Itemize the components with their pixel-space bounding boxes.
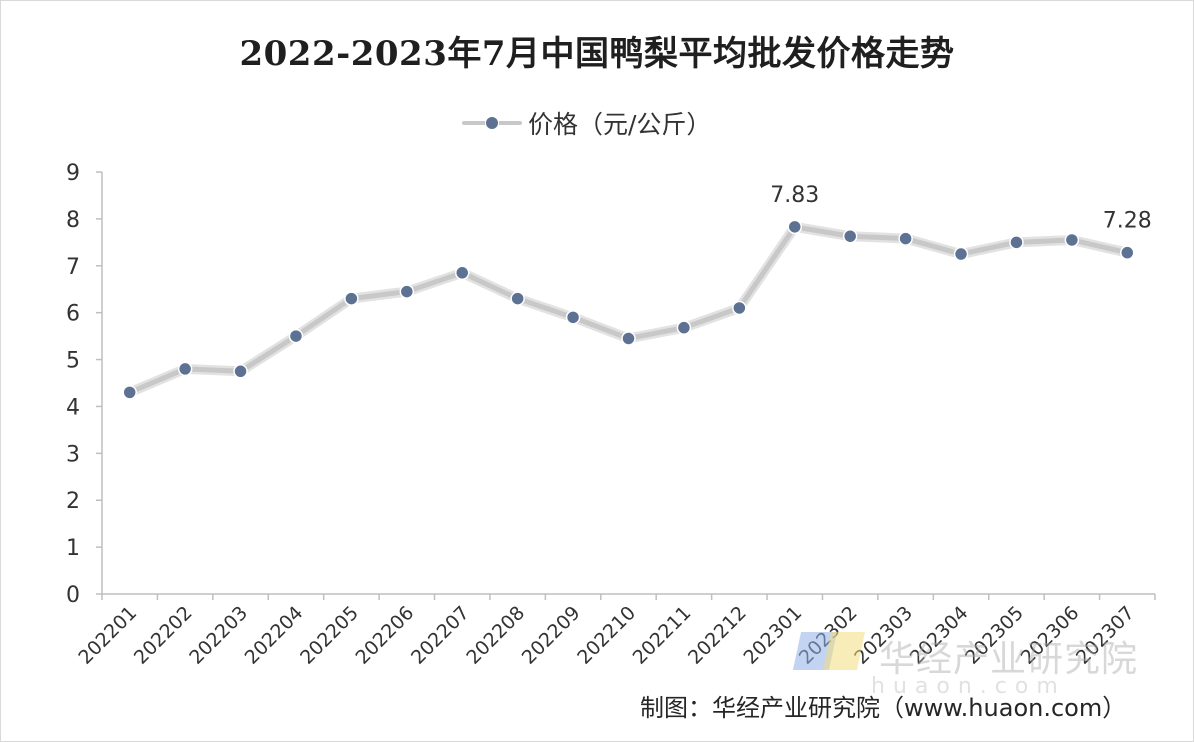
data-point <box>732 300 747 316</box>
data-point <box>344 291 359 306</box>
data-point <box>842 228 858 244</box>
y-tick-label: 8 <box>66 208 80 233</box>
y-tick-label: 1 <box>66 536 80 561</box>
x-tick-label: 202211 <box>629 602 696 669</box>
watermark-logo-icon-2 <box>822 632 866 670</box>
x-tick-label: 202212 <box>684 602 751 669</box>
y-tick-label: 6 <box>66 302 80 327</box>
y-tick-label: 5 <box>66 349 80 374</box>
data-point <box>122 385 137 400</box>
x-tick-label: 202205 <box>296 602 363 669</box>
x-tick-label: 202207 <box>407 602 474 669</box>
x-tick-label: 202204 <box>241 602 308 669</box>
y-tick-label: 0 <box>66 583 80 608</box>
data-point <box>787 219 803 235</box>
data-point <box>1120 245 1135 260</box>
chart-title: 2022-2023年7月中国鸭梨平均批发价格走势 <box>239 34 955 74</box>
legend-label: 价格（元/公斤） <box>528 110 712 139</box>
data-point <box>510 291 525 306</box>
data-point <box>177 361 193 377</box>
x-tick-label: 202201 <box>74 602 141 669</box>
watermark: 华经产业研究院 huaon.com <box>792 628 1177 708</box>
legend: 价格（元/公斤） <box>462 106 711 140</box>
data-point <box>621 331 636 346</box>
watermark-text: 华经产业研究院 <box>879 639 1139 680</box>
y-tick-label: 9 <box>66 161 80 186</box>
x-tick-label: 202203 <box>185 602 252 669</box>
data-point <box>233 364 248 379</box>
data-point <box>953 246 969 262</box>
data-point <box>1064 232 1080 248</box>
watermark-url: huaon.com <box>871 674 1066 699</box>
x-tick-label: 202210 <box>573 602 640 669</box>
data-point <box>288 328 304 344</box>
data-label: 7.28 <box>1103 209 1152 234</box>
source-note: 制图：华经产业研究院（www.huaon.com） <box>640 694 1127 722</box>
data-label: 7.83 <box>770 183 819 208</box>
series-line <box>127 224 1130 395</box>
y-tick-label: 2 <box>66 489 80 514</box>
y-tick-label: 3 <box>66 442 80 467</box>
legend-swatch <box>462 108 522 138</box>
data-point <box>898 231 913 246</box>
y-tick-label: 4 <box>66 395 80 420</box>
data-point <box>399 284 415 299</box>
x-tick-label: 202208 <box>462 602 529 669</box>
y-tick-label: 7 <box>66 255 80 280</box>
x-tick-label: 202206 <box>352 602 419 669</box>
x-tick-label: 202202 <box>130 602 197 669</box>
data-point <box>565 310 581 325</box>
x-tick-label: 202209 <box>518 602 585 669</box>
data-point <box>676 320 692 335</box>
data-point <box>1009 235 1024 250</box>
data-point <box>454 265 470 281</box>
